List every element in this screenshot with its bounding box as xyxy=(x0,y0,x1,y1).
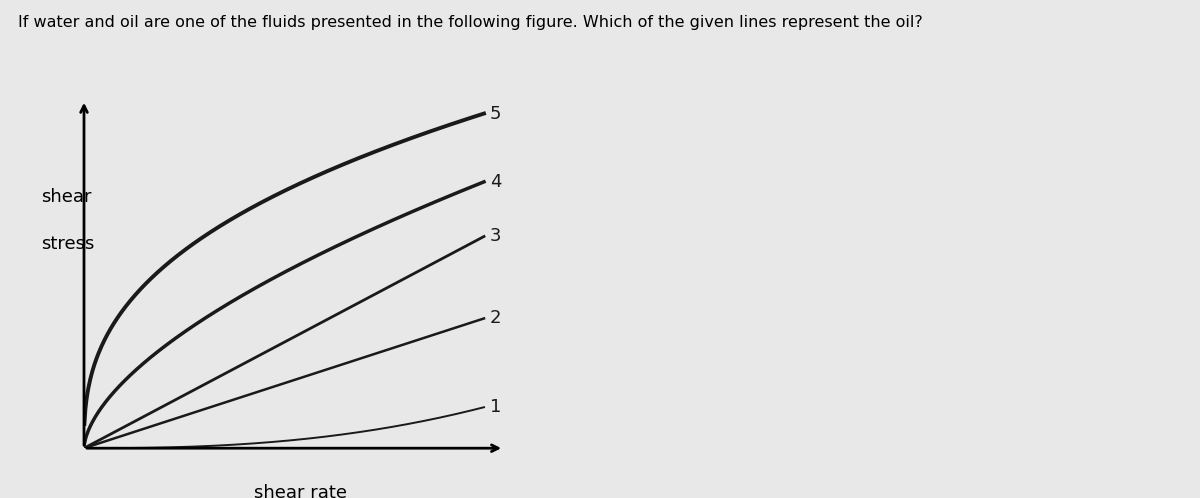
Text: 5: 5 xyxy=(490,105,502,123)
Text: shear rate: shear rate xyxy=(253,484,347,498)
Text: 3: 3 xyxy=(490,228,502,246)
Text: stress: stress xyxy=(41,235,94,253)
Text: shear: shear xyxy=(41,188,91,206)
Text: If water and oil are one of the fluids presented in the following figure. Which : If water and oil are one of the fluids p… xyxy=(18,15,923,30)
Text: 1: 1 xyxy=(490,398,502,416)
Text: 4: 4 xyxy=(490,173,502,191)
Text: 2: 2 xyxy=(490,309,502,328)
